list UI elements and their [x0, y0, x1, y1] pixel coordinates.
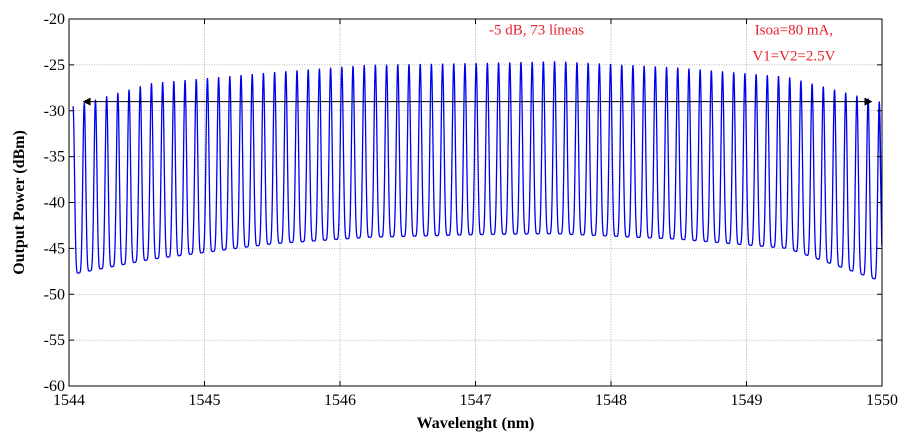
x-tick-label: 1550	[866, 392, 898, 409]
arrow-head-right	[864, 97, 873, 106]
annotation-label: Isoa=80 mA,	[755, 23, 833, 39]
y-tick-label: -35	[44, 149, 65, 166]
y-tick-label: -60	[44, 378, 65, 395]
x-tick-label: 1547	[460, 392, 492, 409]
y-tick-label: -30	[44, 103, 65, 120]
annotation-label: -5 dB, 73 líneas	[489, 23, 584, 39]
x-axis-title: Wavelenght (nm)	[417, 415, 535, 432]
y-axis-title: Output Power (dBm)	[11, 130, 28, 275]
y-tick-label: -45	[44, 240, 65, 257]
tick-layer: 1544 1545 1546 1547 1548 1549 1550 -60 -55 -50 -45…	[44, 11, 898, 409]
x-tick-label: 1546	[324, 392, 356, 409]
annotation-layer: -5 dB, 73 líneas Isoa=80 mA, V1=V2=2.5V	[489, 23, 836, 65]
y-tick-label: -25	[44, 57, 65, 74]
arrow-layer	[82, 97, 873, 106]
comb-trace-line	[72, 61, 883, 280]
x-tick-label: 1545	[189, 392, 221, 409]
x-tick-label: 1548	[595, 392, 627, 409]
x-tick-label: 1544	[53, 392, 85, 409]
y-tick-label: -50	[44, 286, 65, 303]
y-tick-label: -20	[44, 11, 65, 28]
annotation-label: V1=V2=2.5V	[752, 48, 835, 64]
y-tick-label: -40	[44, 195, 65, 212]
arrow-head-left	[82, 97, 91, 106]
y-tick-label: -55	[44, 332, 65, 349]
x-tick-label: 1549	[731, 392, 763, 409]
trace-layer	[72, 61, 883, 280]
